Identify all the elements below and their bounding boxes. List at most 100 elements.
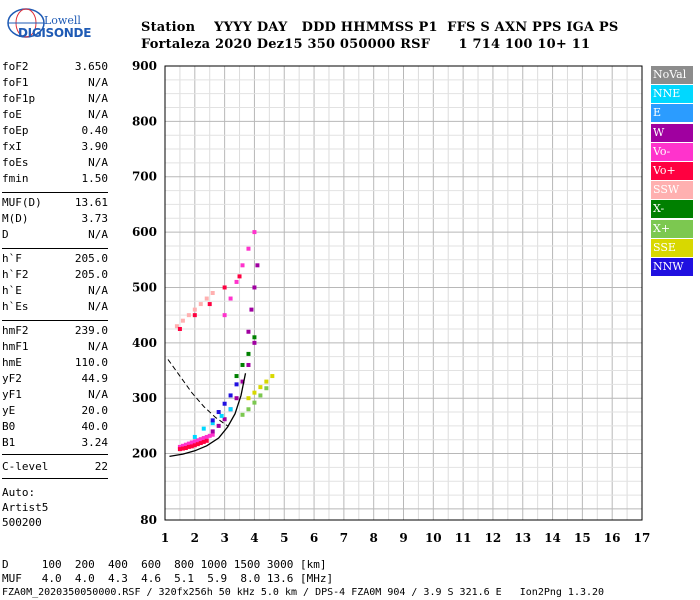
legend-item-sse: SSE bbox=[651, 238, 693, 257]
param-key: foEs bbox=[2, 156, 29, 169]
trace-point bbox=[240, 412, 245, 417]
param-key: C-level bbox=[2, 460, 49, 473]
trace-point bbox=[222, 313, 227, 318]
param-row: MUF(D) 13.61 bbox=[2, 196, 108, 210]
trace-point bbox=[195, 442, 200, 447]
trace-point bbox=[234, 396, 239, 401]
x-tick-label: 1 bbox=[161, 531, 169, 545]
param-value: 1.50 bbox=[81, 172, 109, 185]
param-key: h`Es bbox=[2, 300, 29, 313]
param-value: N/A bbox=[88, 92, 108, 105]
param-key: hmF2 bbox=[2, 324, 29, 337]
header-labels: Station YYYY DAY DDD HHMMSS P1 FFS S AXN… bbox=[141, 20, 619, 35]
auto-note: Auto: bbox=[2, 486, 36, 499]
param-value: N/A bbox=[88, 108, 108, 121]
trace-point bbox=[252, 340, 257, 345]
param-key: yF2 bbox=[2, 372, 22, 385]
chart-grid bbox=[164, 65, 643, 520]
x-tick-label: 11 bbox=[455, 531, 472, 545]
param-row: hmF1 N/A bbox=[2, 340, 108, 354]
trace-point bbox=[180, 446, 185, 451]
trace-point bbox=[228, 393, 233, 398]
param-value: 3.24 bbox=[81, 436, 109, 449]
param-row: foE N/A bbox=[2, 108, 108, 122]
param-key: foF1p bbox=[2, 92, 36, 105]
trace-point bbox=[177, 444, 182, 449]
param-row: h`E N/A bbox=[2, 284, 108, 298]
trace-point bbox=[210, 429, 215, 434]
param-key: fmin bbox=[2, 172, 29, 185]
trace-point bbox=[207, 433, 212, 438]
trace-point bbox=[177, 447, 182, 452]
param-value: 110.0 bbox=[74, 356, 108, 369]
trace-point bbox=[183, 446, 188, 451]
param-separator bbox=[2, 478, 108, 479]
trace-point bbox=[204, 296, 209, 301]
trace-point bbox=[240, 379, 245, 384]
footer-info: FZA0M_2020350050000.RSF / 320fx256h 50 k… bbox=[2, 587, 605, 598]
x-tick-label: 8 bbox=[370, 531, 378, 545]
x-tick-label: 17 bbox=[634, 531, 651, 545]
trace-point bbox=[246, 246, 251, 251]
param-value: 22 bbox=[94, 460, 108, 473]
trace-point bbox=[258, 385, 263, 390]
profile-curve bbox=[169, 373, 247, 457]
trace-point bbox=[222, 401, 227, 406]
param-key: hmE bbox=[2, 356, 22, 369]
trace-point bbox=[216, 410, 221, 415]
chart-traces bbox=[174, 230, 275, 452]
param-value: N/A bbox=[88, 284, 108, 297]
legend-item-vo-: Vo+ bbox=[651, 162, 693, 180]
trace-point bbox=[198, 302, 203, 307]
param-row: h`Es N/A bbox=[2, 300, 108, 314]
trace-point bbox=[270, 374, 275, 379]
param-value: 3.650 bbox=[74, 60, 108, 73]
trace-point bbox=[207, 302, 212, 307]
logo-line2: DIGISONDE bbox=[18, 26, 92, 40]
trace-point bbox=[177, 326, 182, 331]
trace-point bbox=[189, 444, 194, 449]
trace-point bbox=[228, 296, 233, 301]
param-value: 3.90 bbox=[81, 140, 109, 153]
trace-point bbox=[237, 274, 242, 279]
param-key: hmF1 bbox=[2, 340, 29, 353]
legend-item-noval: NoVal bbox=[651, 66, 693, 84]
legend-item-w: W bbox=[651, 123, 693, 142]
param-row: fmin 1.50 bbox=[2, 172, 108, 186]
trace-point bbox=[222, 417, 227, 422]
param-row: C-level 22 bbox=[2, 460, 108, 474]
param-row: h`F2 205.0 bbox=[2, 268, 108, 282]
trace-point bbox=[186, 313, 191, 318]
trace-point bbox=[246, 407, 251, 412]
trace-point bbox=[255, 263, 260, 268]
param-key: yF1 bbox=[2, 388, 22, 401]
param-value: 20.0 bbox=[81, 404, 109, 417]
x-tick-label: 14 bbox=[544, 531, 561, 545]
x-tick-label: 5 bbox=[280, 531, 288, 545]
digisonde-logo: Lowell DIGISONDE bbox=[6, 6, 91, 40]
param-value: N/A bbox=[88, 156, 108, 169]
param-value: 3.73 bbox=[81, 212, 109, 225]
param-value: N/A bbox=[88, 76, 108, 89]
param-separator bbox=[2, 192, 108, 193]
trace-point bbox=[204, 434, 209, 439]
param-row: foEs N/A bbox=[2, 156, 108, 170]
param-row: yE 20.0 bbox=[2, 404, 108, 418]
param-separator bbox=[2, 454, 108, 455]
trace-point bbox=[192, 439, 197, 444]
legend-item-x-: X+ bbox=[651, 219, 693, 238]
x-tick-label: 2 bbox=[191, 531, 199, 545]
trace-point bbox=[219, 413, 224, 418]
param-key: B1 bbox=[2, 436, 16, 449]
param-row: foF1 N/A bbox=[2, 76, 108, 90]
chart-curves bbox=[167, 359, 247, 457]
trace-point bbox=[264, 379, 269, 384]
x-tick-label: 3 bbox=[220, 531, 228, 545]
param-row: yF2 44.9 bbox=[2, 372, 108, 386]
trace-point bbox=[246, 329, 251, 334]
trace-point bbox=[252, 390, 257, 395]
trace-point bbox=[195, 438, 200, 443]
param-key: foF1 bbox=[2, 76, 29, 89]
param-value: 239.0 bbox=[74, 324, 108, 337]
trace-point bbox=[252, 400, 257, 405]
